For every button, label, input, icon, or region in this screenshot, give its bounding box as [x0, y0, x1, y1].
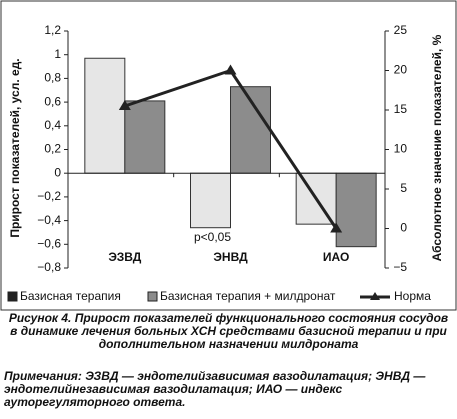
y2-tick-label: 25 [394, 23, 408, 37]
y-tick-label: 0,6 [44, 94, 61, 108]
annotation: p<0,05 [194, 230, 231, 244]
y2-tick-label: 20 [394, 63, 408, 77]
line-marker [224, 64, 237, 75]
bar [124, 100, 166, 174]
y-tick-label: 0,2 [44, 142, 61, 156]
y2-tick-label: 0 [400, 221, 407, 235]
chart: Прирост показателей, усл. ед. Абсолютное… [0, 0, 457, 311]
legend-swatch [7, 291, 18, 302]
legend-swatch [370, 292, 380, 300]
y2-tick-label: 5 [400, 181, 407, 195]
x-tick-label: ЭЗВД [108, 250, 141, 264]
y2-tick-label: 10 [394, 142, 408, 156]
y2-axis-label: Абсолютное значение показателей, % [430, 34, 444, 261]
bar [335, 172, 377, 248]
legend-swatch [147, 291, 158, 302]
y-tick-label: −0,6 [37, 236, 61, 250]
y-tick-label: −0,4 [37, 213, 61, 227]
y-axis-label: Прирост показателей, усл. ед. [8, 58, 22, 237]
bar [190, 172, 231, 229]
caption: Рисунок 4. Прирост показателей функциона… [8, 311, 449, 351]
line-marker [118, 100, 131, 111]
x-tick-label: ИАО [323, 250, 349, 264]
y-tick-label: 0 [54, 165, 61, 179]
y2-tick-label: 15 [394, 102, 408, 116]
y-tick-label: 0,8 [44, 71, 61, 85]
y-tick-label: 0,4 [44, 118, 61, 132]
chart-frame [0, 0, 457, 311]
legend-label: Базисная терапия + милдронат [160, 289, 336, 303]
y-tick-label: −0,8 [37, 260, 61, 274]
y-tick-label: 1 [54, 47, 61, 61]
line-marker [330, 222, 343, 233]
note: Примечания: ЭЗВД — эндотелийзависимая ва… [4, 369, 426, 409]
legend-label: Базисная терапия [20, 289, 121, 303]
y-tick-label: 1,2 [44, 23, 61, 37]
legend-label: Норма [394, 289, 431, 303]
x-tick-label: ЭНВД [213, 250, 248, 264]
bar [84, 57, 126, 174]
y-tick-label: −0,2 [37, 189, 61, 203]
y2-tick-label: −5 [393, 260, 407, 274]
